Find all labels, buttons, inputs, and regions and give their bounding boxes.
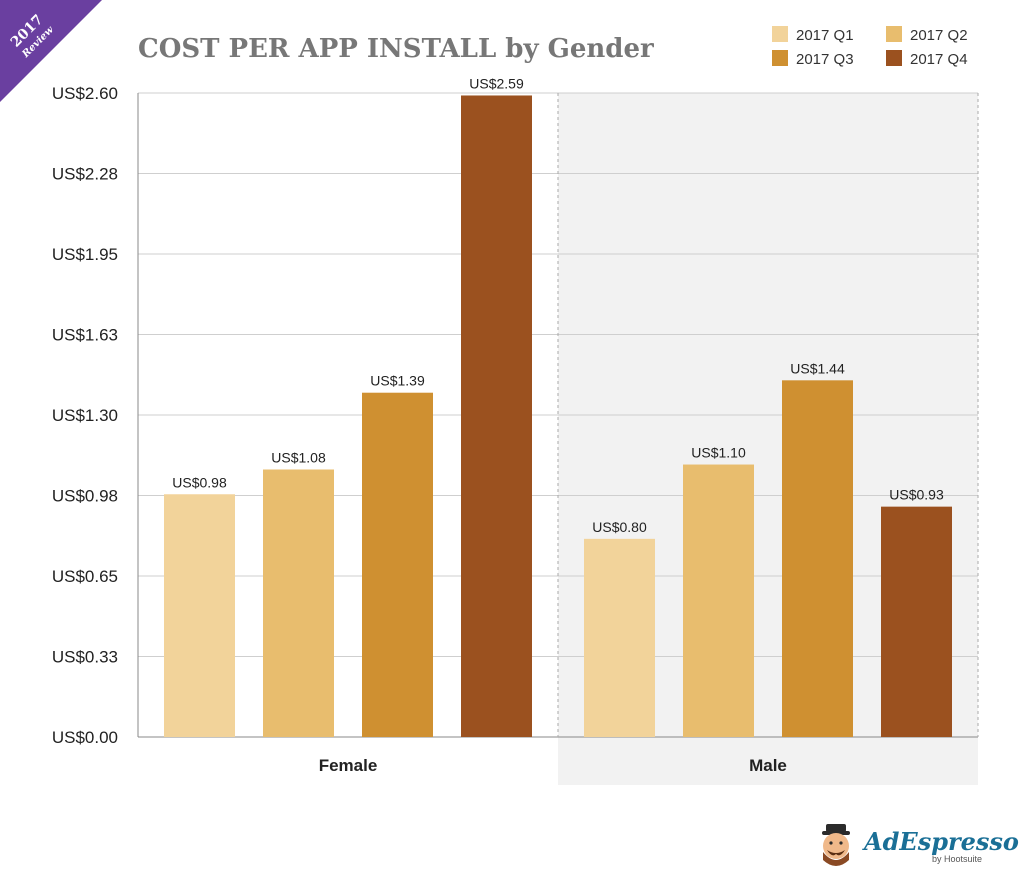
legend-swatch — [886, 26, 902, 42]
data-label: US$1.39 — [370, 373, 425, 389]
data-label: US$0.98 — [172, 474, 227, 490]
y-tick-label: US$1.95 — [52, 245, 118, 264]
bar-male-2017-q3 — [782, 380, 853, 737]
data-label: US$1.08 — [271, 449, 326, 465]
data-label: US$0.93 — [889, 487, 944, 503]
brand-sub: by Hootsuite — [932, 854, 982, 864]
legend-swatch — [772, 50, 788, 66]
plot-area: US$0.00 US$0.33 US$0.65 US$0.98 US$1.30 US$1.… — [52, 75, 979, 785]
data-label: US$1.10 — [691, 445, 746, 461]
bar-male-2017-q1 — [584, 538, 655, 737]
y-tick-label: US$0.00 — [52, 728, 118, 747]
bar-female-2017-q1 — [164, 494, 235, 737]
bar-female-2017-q4 — [461, 95, 532, 737]
data-label: US$1.44 — [790, 360, 845, 376]
legend: 2017 Q1 2017 Q2 2017 Q3 2017 Q4 — [772, 26, 968, 68]
brand-name: AdEspresso — [862, 827, 1019, 856]
legend-label: 2017 Q2 — [910, 27, 968, 44]
legend-label: 2017 Q3 — [796, 51, 854, 68]
bar-male-2017-q2 — [683, 464, 754, 737]
legend-swatch — [772, 26, 788, 42]
bar-male-2017-q4 — [881, 506, 952, 737]
x-category-label: Female — [319, 756, 378, 775]
data-label: US$2.59 — [469, 75, 524, 91]
bar-female-2017-q3 — [362, 392, 433, 737]
mascot-icon — [822, 824, 850, 866]
y-tick-label: US$0.98 — [52, 487, 118, 506]
legend-label: 2017 Q1 — [796, 27, 854, 44]
legend-label: 2017 Q4 — [910, 51, 968, 68]
y-tick-label: US$2.60 — [52, 84, 118, 103]
bar-female-2017-q2 — [263, 469, 334, 737]
adespresso-logo: AdEspresso by Hootsuite — [822, 824, 1019, 866]
y-tick-label: US$1.63 — [52, 326, 118, 345]
y-tick-label: US$1.30 — [52, 406, 118, 425]
y-tick-label: US$0.33 — [52, 648, 118, 667]
chart-title: COST PER APP INSTALL by Gender — [138, 34, 654, 64]
badge-ribbon — [0, 0, 102, 102]
y-tick-label: US$2.28 — [52, 165, 118, 184]
legend-swatch — [886, 50, 902, 66]
x-category-label: Male — [749, 756, 787, 775]
y-tick-label: US$0.65 — [52, 567, 118, 586]
review-badge: 2017 Review — [0, 0, 102, 102]
data-label: US$0.80 — [592, 519, 647, 535]
